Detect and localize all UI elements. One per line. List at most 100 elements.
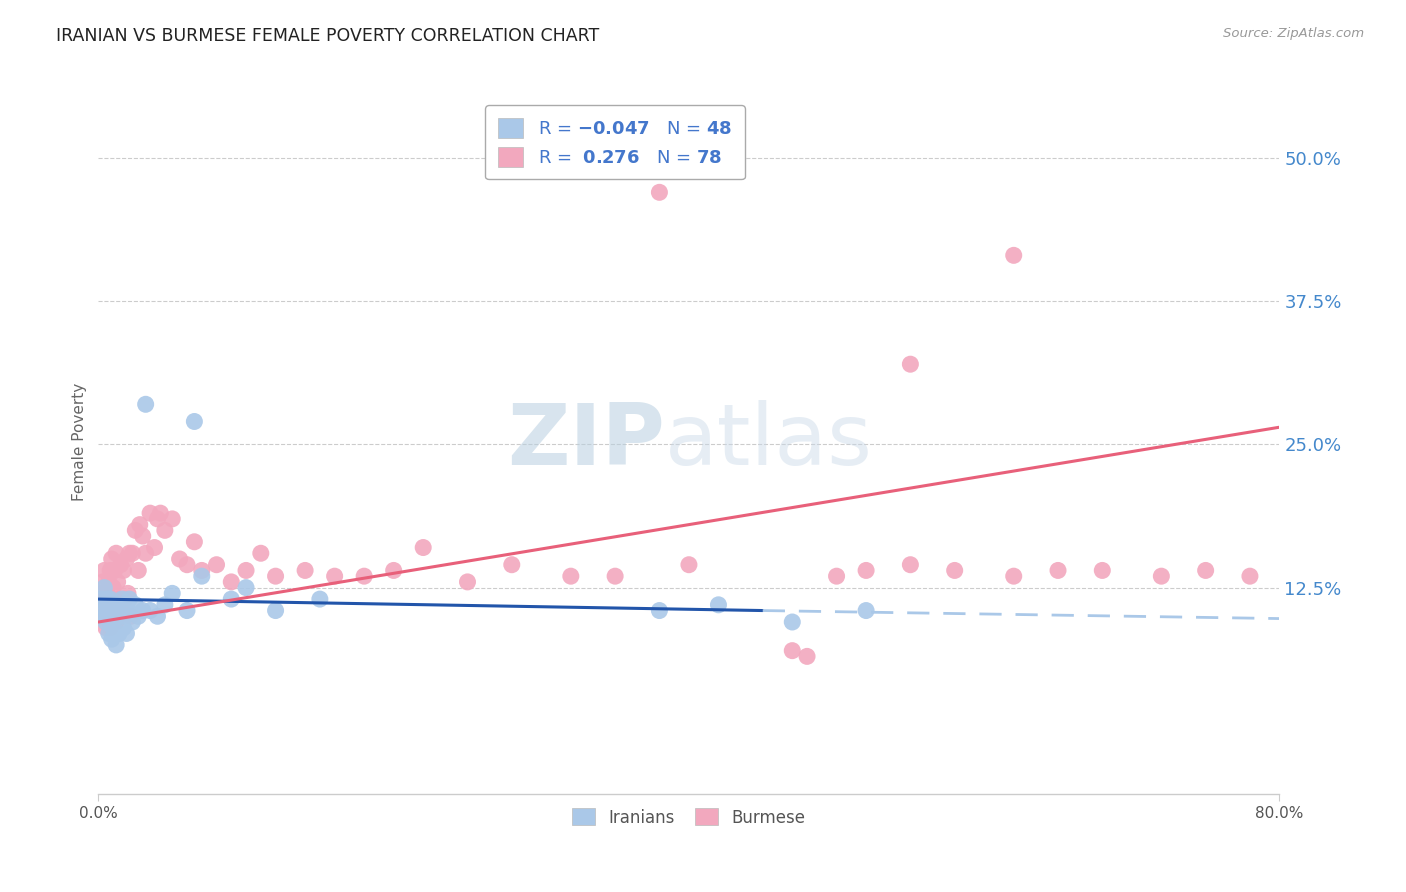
Point (94, 621, 117, 635)
Point (117, 603, 139, 617)
Point (235, 564, 257, 578)
Point (103, 615, 125, 629)
Point (90, 586, 112, 600)
Point (117, 586, 139, 600)
Point (162, 512, 183, 526)
Point (176, 558, 198, 572)
Point (169, 552, 191, 566)
Point (825, 569, 848, 583)
Point (111, 592, 134, 607)
Point (120, 609, 142, 624)
Point (114, 592, 136, 607)
Point (118, 592, 141, 607)
Point (105, 546, 128, 560)
Point (139, 506, 162, 520)
Point (353, 569, 375, 583)
Point (96, 592, 118, 607)
Point (605, 569, 627, 583)
Point (135, 397, 157, 411)
Point (191, 564, 214, 578)
Point (100, 609, 122, 624)
Point (94, 592, 117, 607)
Point (90, 592, 112, 607)
Point (648, 603, 671, 617)
Point (855, 603, 877, 617)
Point (1195, 564, 1218, 578)
Point (112, 621, 135, 635)
Point (1091, 564, 1114, 578)
Point (98, 621, 121, 635)
Point (98, 564, 121, 578)
Point (97, 626, 120, 640)
Point (128, 517, 150, 532)
Point (1002, 248, 1025, 262)
Point (162, 586, 183, 600)
Point (1239, 569, 1261, 583)
Point (108, 592, 131, 607)
Point (782, 615, 804, 629)
Point (112, 564, 135, 578)
Point (100, 603, 122, 617)
Point (97, 574, 120, 589)
Point (250, 546, 273, 560)
Point (97, 598, 120, 612)
Point (205, 558, 228, 572)
Point (707, 598, 730, 612)
Point (221, 592, 243, 607)
Point (264, 603, 287, 617)
Point (93, 609, 115, 624)
Point (96, 609, 118, 624)
Point (98, 592, 121, 607)
Text: Source: ZipAtlas.com: Source: ZipAtlas.com (1223, 27, 1364, 40)
Point (103, 621, 125, 635)
Point (143, 541, 166, 555)
Point (105, 638, 128, 652)
Point (782, 643, 804, 657)
Point (96, 609, 118, 624)
Point (105, 615, 128, 629)
Point (1046, 564, 1070, 578)
Point (104, 564, 127, 578)
Point (139, 603, 162, 617)
Point (91, 574, 114, 589)
Point (100, 632, 122, 647)
Point (110, 558, 132, 572)
Point (900, 357, 922, 371)
Point (146, 609, 169, 624)
Point (457, 574, 479, 589)
Point (110, 609, 132, 624)
Point (108, 626, 131, 640)
Point (648, 186, 671, 200)
Point (309, 592, 332, 607)
Point (93, 581, 115, 595)
Point (104, 603, 127, 617)
Point (221, 574, 243, 589)
Point (104, 603, 127, 617)
Point (91, 603, 114, 617)
Point (132, 603, 155, 617)
Point (235, 581, 257, 595)
Point (98, 615, 121, 629)
Point (501, 558, 523, 572)
Point (111, 603, 134, 617)
Point (183, 415, 205, 429)
Point (294, 564, 316, 578)
Point (153, 524, 176, 538)
Point (103, 581, 125, 595)
Point (94, 598, 117, 612)
Point (105, 609, 128, 624)
Point (115, 552, 138, 566)
Text: atlas: atlas (665, 400, 873, 483)
Point (176, 603, 198, 617)
Point (943, 564, 966, 578)
Point (118, 546, 141, 560)
Point (96, 586, 118, 600)
Point (93, 609, 115, 624)
Point (132, 529, 155, 543)
Point (127, 564, 149, 578)
Point (91, 603, 114, 617)
Point (135, 546, 157, 560)
Point (121, 615, 143, 629)
Point (103, 598, 125, 612)
Point (107, 598, 129, 612)
